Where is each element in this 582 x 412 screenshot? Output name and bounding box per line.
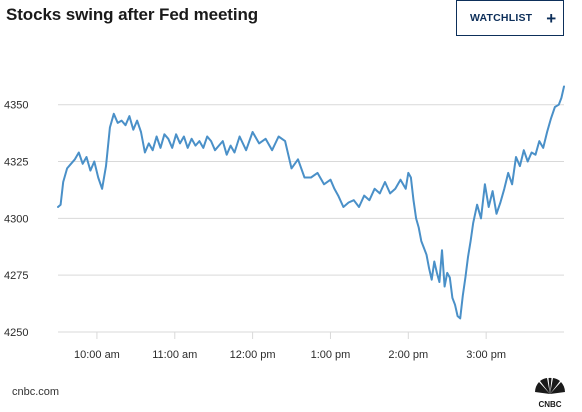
y-axis-labels: 4250 4275 4300 4325 4350 bbox=[4, 100, 28, 339]
y-tick-label: 4300 bbox=[4, 213, 28, 225]
y-tick-label: 4350 bbox=[4, 100, 28, 112]
x-axis-labels: 10:00 am 11:00 am 12:00 pm 1:00 pm 2:00 pm 3:… bbox=[74, 349, 506, 361]
x-axis-ticks bbox=[96, 332, 487, 339]
y-tick-label: 4325 bbox=[4, 157, 28, 169]
x-tick-label: 12:00 pm bbox=[230, 349, 276, 361]
series-layer bbox=[57, 85, 565, 320]
x-tick-label: 1:00 pm bbox=[311, 349, 351, 361]
source-credit: cnbc.com bbox=[12, 386, 60, 398]
watchlist-button-label: WATCHLIST bbox=[470, 12, 533, 24]
x-tick-label: 3:00 pm bbox=[466, 349, 506, 361]
x-tick-label: 10:00 am bbox=[74, 349, 120, 361]
series-line-0 bbox=[57, 85, 565, 320]
y-tick-label: 4250 bbox=[4, 327, 28, 339]
cnbc-peacock-logo-icon: CNBC bbox=[535, 377, 565, 409]
y-tick-label: 4275 bbox=[4, 270, 28, 282]
chart-title: Stocks swing after Fed meeting bbox=[6, 5, 259, 24]
x-tick-label: 2:00 pm bbox=[388, 349, 428, 361]
watchlist-button[interactable]: WATCHLIST + bbox=[456, 0, 564, 36]
x-tick-label: 11:00 am bbox=[152, 349, 197, 361]
gridlines bbox=[58, 104, 564, 333]
plus-icon: + bbox=[546, 8, 557, 28]
cnbc-logo-wordmark: CNBC bbox=[538, 400, 561, 409]
